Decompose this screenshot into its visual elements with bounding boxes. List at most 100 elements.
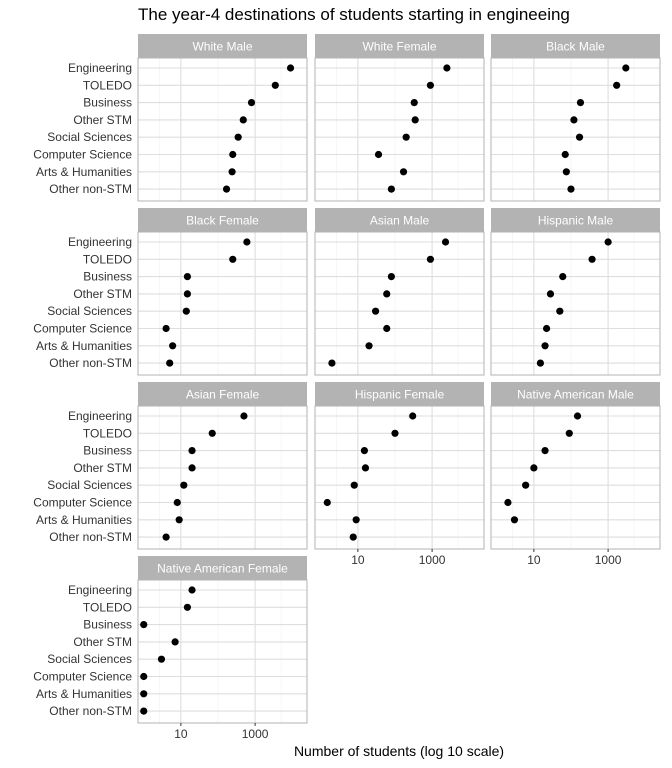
data-point-native-american-male-computer-science <box>504 498 512 507</box>
data-point-black-female-other-stm <box>183 290 192 298</box>
panel-border <box>137 231 308 376</box>
panel-background <box>491 58 660 201</box>
data-point-hispanic-female-arts-humanities <box>352 516 360 524</box>
data-point-hispanic-male-other-non-stm <box>536 359 545 367</box>
category-label-other-stm: Other STM <box>73 635 132 649</box>
data-point-hispanic-male-social-sciences <box>556 307 564 315</box>
facet-strip <box>138 208 307 232</box>
category-label-other-non-stm: Other non-STM <box>49 530 132 544</box>
panel-background <box>138 58 307 201</box>
facet-strip-label: White Female <box>362 40 436 54</box>
data-point-black-male-other-non-stm <box>567 185 575 193</box>
data-point-asian-female-toledo <box>208 429 216 437</box>
category-label-other-non-stm: Other non-STM <box>49 182 132 196</box>
data-point-hispanic-male-toledo <box>588 255 596 263</box>
data-point-asian-female-social-sciences <box>180 481 188 489</box>
data-point-asian-male-arts-humanities <box>365 342 373 350</box>
data-point-hispanic-female-toledo <box>391 429 399 437</box>
data-point-hispanic-male-engineering <box>604 238 612 246</box>
data-point-black-male-social-sciences <box>575 133 584 141</box>
data-point-asian-female-computer-science <box>173 498 181 507</box>
panel-background <box>315 232 484 375</box>
facet-white-male: White Male Engineering TOLEDO Business Other… <box>33 34 308 202</box>
data-point-native-american-male-business <box>541 447 549 455</box>
x-tick-label: 1000 <box>242 727 269 741</box>
data-point-black-female-social-sciences <box>182 307 190 315</box>
data-point-native-american-male-toledo <box>565 429 573 437</box>
facet-strip-label: Hispanic Male <box>538 214 614 228</box>
data-point-hispanic-female-business <box>360 447 369 455</box>
category-label-social-sciences: Social Sciences <box>47 652 132 666</box>
data-point-native-american-male-social-sciences <box>522 481 530 489</box>
facet-strip <box>138 382 307 406</box>
category-label-business: Business <box>83 444 132 458</box>
facet-strip <box>315 208 484 232</box>
facet-black-male: Black Male <box>490 34 661 202</box>
category-label-arts-humanities: Arts & Humanities <box>36 339 132 353</box>
facet-strip <box>138 34 307 58</box>
data-point-white-female-other-non-stm <box>387 185 395 193</box>
data-point-native-american-male-other-stm <box>530 464 538 472</box>
panel-background <box>138 232 307 375</box>
category-label-engineering: Engineering <box>68 583 132 597</box>
data-point-hispanic-male-arts-humanities <box>541 342 549 350</box>
category-label-arts-humanities: Arts & Humanities <box>36 513 132 527</box>
data-point-white-male-social-sciences <box>234 133 242 141</box>
data-point-native-american-female-other-stm <box>171 638 179 646</box>
category-label-toledo: TOLEDO <box>83 426 132 440</box>
data-point-black-female-engineering <box>243 238 251 246</box>
facet-strip-label: Hispanic Female <box>355 388 445 402</box>
data-point-native-american-female-business <box>140 621 148 629</box>
panel-background <box>315 58 484 201</box>
data-point-white-female-arts-humanities <box>399 168 408 176</box>
data-point-asian-female-engineering <box>240 412 248 420</box>
category-label-computer-science: Computer Science <box>33 322 132 336</box>
facet-strip <box>315 382 484 406</box>
data-point-hispanic-male-business <box>559 273 567 281</box>
data-point-hispanic-female-social-sciences <box>350 481 358 489</box>
data-point-black-female-business <box>183 273 192 281</box>
category-label-arts-humanities: Arts & Humanities <box>36 165 132 179</box>
category-label-computer-science: Computer Science <box>33 148 132 162</box>
x-tick-label: 10 <box>527 553 541 567</box>
category-label-engineering: Engineering <box>68 235 132 249</box>
category-label-social-sciences: Social Sciences <box>47 130 132 144</box>
category-label-other-stm: Other STM <box>73 113 132 127</box>
facet-strip-label: White Male <box>192 40 252 54</box>
data-point-black-male-other-stm <box>570 116 578 124</box>
facet-white-female: White Female <box>314 34 485 202</box>
facet-native-american-male: Native American Male 10 1000 <box>490 382 661 567</box>
panel-border <box>490 405 661 550</box>
x-axis-label: Number of students (log 10 scale) <box>293 743 505 759</box>
x-tick-label: 1000 <box>419 553 446 567</box>
facet-black-female: Black Female Engineering TOLEDO Business Oth… <box>33 208 308 376</box>
data-point-white-female-engineering <box>443 64 451 72</box>
data-point-black-male-computer-science <box>561 150 569 159</box>
category-label-social-sciences: Social Sciences <box>47 304 132 318</box>
panel-border <box>490 57 661 202</box>
panel-background <box>315 406 484 549</box>
category-label-computer-science: Computer Science <box>33 496 132 510</box>
data-point-asian-male-social-sciences <box>371 307 380 315</box>
data-point-white-male-engineering <box>286 64 295 72</box>
data-point-hispanic-female-computer-science <box>323 498 331 507</box>
panel-border <box>314 231 485 376</box>
data-point-asian-female-other-non-stm <box>162 533 170 541</box>
data-point-asian-male-other-stm <box>383 290 391 298</box>
x-tick-label: 10 <box>174 727 188 741</box>
data-point-native-american-female-computer-science <box>140 672 148 681</box>
x-tick-label: 1000 <box>595 553 622 567</box>
panel-border <box>314 405 485 550</box>
data-point-black-female-arts-humanities <box>169 342 177 350</box>
category-label-other-stm: Other STM <box>73 461 132 475</box>
data-point-white-male-computer-science <box>229 150 237 159</box>
facet-strip <box>491 208 660 232</box>
data-point-hispanic-female-other-non-stm <box>349 533 357 541</box>
x-tick-label: 10 <box>351 553 365 567</box>
data-point-white-female-social-sciences <box>402 133 410 141</box>
panel-border <box>137 405 308 550</box>
category-label-business: Business <box>83 96 132 110</box>
data-point-asian-male-computer-science <box>383 324 391 333</box>
data-point-black-male-arts-humanities <box>562 168 570 176</box>
